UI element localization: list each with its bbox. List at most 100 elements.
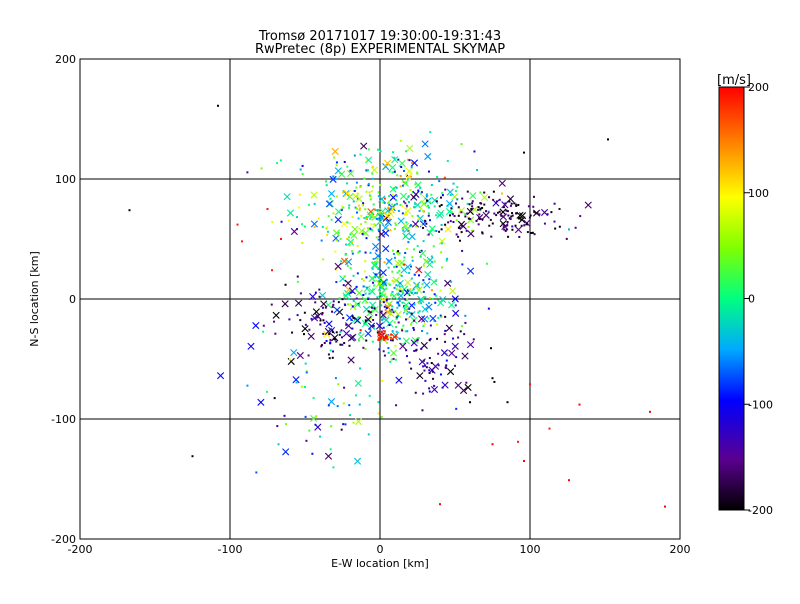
- data-point-dot: [383, 201, 386, 204]
- data-point-cross: [425, 303, 433, 311]
- data-point-dot: [515, 203, 518, 206]
- data-point-dot: [410, 312, 413, 315]
- data-point-dot: [367, 296, 370, 299]
- data-point-dot: [341, 343, 344, 346]
- data-point-dot: [387, 347, 390, 350]
- colorbar-label: [m/s]: [717, 73, 751, 88]
- data-point-dot: [387, 351, 390, 354]
- data-point-dot: [421, 409, 424, 412]
- data-point-cross: [282, 448, 290, 456]
- data-point-dot: [530, 231, 533, 234]
- data-point-dot: [382, 350, 385, 353]
- data-point-dot: [388, 170, 391, 173]
- data-point-cross: [404, 263, 412, 271]
- data-point-dot: [217, 104, 219, 107]
- data-point-dot: [355, 207, 358, 210]
- data-point-dot: [330, 425, 333, 428]
- data-point-dot: [439, 503, 441, 506]
- data-point-dot: [461, 263, 464, 266]
- data-point-dot: [329, 349, 332, 352]
- data-point-dot: [434, 301, 437, 304]
- data-point-dot: [440, 316, 443, 319]
- data-point-dot: [401, 184, 404, 187]
- data-point-dot: [421, 282, 424, 285]
- data-point-dot: [418, 209, 421, 212]
- data-point-dot: [457, 235, 460, 238]
- data-point-dot: [341, 298, 344, 301]
- data-point-dot: [391, 308, 394, 311]
- data-point-dot: [444, 329, 447, 332]
- data-point-cross: [399, 192, 408, 200]
- data-point-dot: [465, 229, 468, 232]
- data-point-dot: [307, 354, 310, 357]
- data-point-dot: [386, 338, 389, 341]
- data-point-dot: [507, 214, 510, 217]
- data-point-dot: [371, 172, 374, 175]
- data-point-cross: [438, 237, 446, 245]
- data-point-dot: [304, 415, 307, 418]
- data-point-dot: [414, 349, 417, 352]
- data-point-dot: [326, 226, 329, 229]
- data-point-dot: [402, 229, 405, 232]
- data-point-dot: [449, 220, 452, 223]
- data-point-dot: [327, 215, 330, 218]
- data-point-dot: [411, 161, 414, 164]
- data-point-dot: [391, 207, 394, 210]
- data-point-dot: [404, 251, 407, 254]
- data-point-dot: [515, 204, 518, 207]
- data-point-dot: [414, 183, 417, 186]
- x-axis-ticks: -200 -100 0 100 200: [68, 543, 691, 556]
- data-point-dot: [429, 337, 432, 340]
- data-point-cross: [347, 169, 355, 178]
- data-point-dot: [422, 264, 425, 267]
- data-point-dot: [329, 338, 332, 341]
- data-point-dot: [358, 208, 361, 211]
- data-point-dot: [326, 233, 329, 236]
- data-point-dot: [375, 313, 378, 316]
- data-point-dot: [380, 416, 383, 419]
- data-point-cross: [457, 206, 466, 215]
- data-point-dot: [371, 306, 374, 309]
- data-point-dot: [399, 185, 402, 188]
- data-point-dot: [301, 164, 304, 167]
- data-point-dot: [389, 229, 392, 232]
- data-point-dot: [518, 235, 521, 238]
- data-point-dot: [420, 207, 423, 210]
- data-point-cross: [498, 179, 506, 187]
- data-point-dot: [435, 229, 438, 232]
- data-point-dot: [361, 232, 364, 235]
- data-point-dot: [333, 338, 336, 341]
- data-point-dot: [411, 256, 414, 259]
- data-point-dot: [412, 248, 415, 251]
- data-point-dot: [373, 261, 376, 264]
- data-point-cross: [440, 349, 449, 357]
- data-point-cross: [394, 310, 402, 319]
- data-point-dot: [454, 364, 457, 367]
- data-point-dot: [464, 215, 467, 218]
- data-point-dot: [327, 404, 330, 407]
- data-point-cross: [389, 185, 397, 193]
- data-point-dot: [515, 212, 518, 215]
- data-point-dot: [344, 304, 347, 307]
- data-point-dot: [428, 390, 431, 393]
- data-point-dot: [457, 336, 460, 339]
- data-point-dot: [432, 377, 435, 380]
- data-point-dot: [428, 219, 431, 222]
- data-point-dot: [395, 326, 398, 329]
- data-point-dot: [477, 223, 480, 226]
- data-point-dot: [359, 185, 362, 188]
- data-point-cross: [364, 315, 372, 324]
- data-point-dot: [319, 319, 322, 322]
- data-point-dot: [349, 414, 352, 417]
- data-point-cross: [325, 320, 333, 328]
- data-point-cross: [370, 261, 378, 269]
- data-point-dot: [375, 249, 378, 252]
- data-point-dot: [348, 404, 351, 407]
- data-point-dot: [428, 278, 431, 281]
- data-point-dot: [398, 299, 401, 302]
- data-point-cross: [354, 418, 363, 426]
- data-point-dot: [395, 224, 398, 227]
- data-point-dot: [397, 303, 400, 306]
- data-point-cross: [331, 147, 339, 156]
- data-point-dot: [375, 260, 378, 263]
